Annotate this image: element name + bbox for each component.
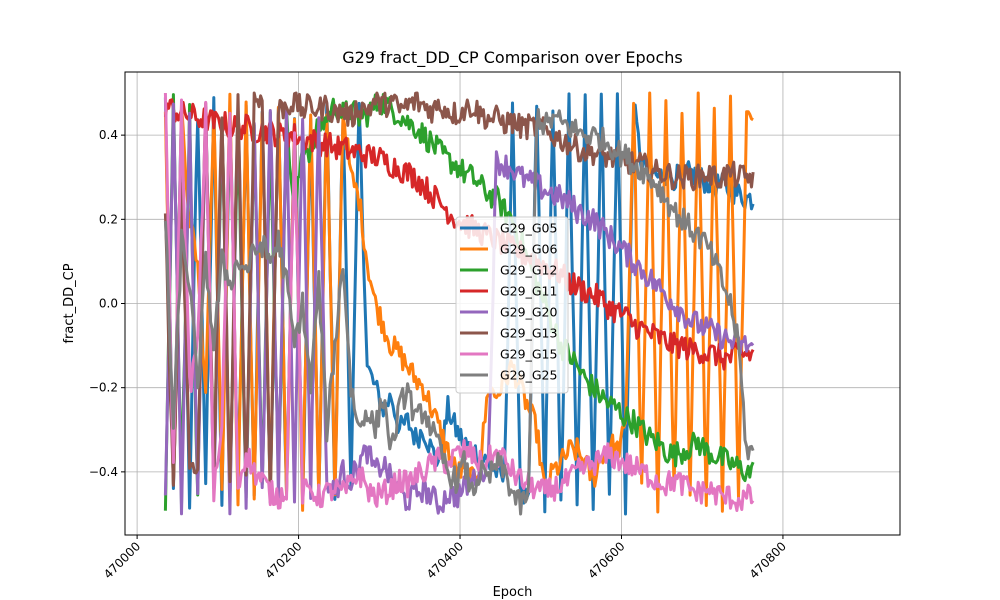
y-tick-label: −0.2	[89, 381, 118, 395]
legend-label-g29-g25: G29_G25	[500, 368, 557, 383]
y-axis-label: fract_DD_CP	[62, 263, 77, 343]
series-line-g29-g15	[163, 92, 755, 512]
legend-label-g29-g11: G29_G11	[500, 284, 557, 299]
legend: G29_G05 G29_G06 G29_G12 G29_G11 G29_G20 G29_G…	[455, 216, 569, 394]
series-line-g29-g25	[163, 108, 755, 516]
legend-label-g29-g12: G29_G12	[500, 263, 557, 278]
x-axis-label: Epoch	[493, 585, 533, 600]
series-line-g29-g13	[163, 91, 755, 489]
y-tick-label: 0.2	[99, 212, 118, 226]
legend-label-g29-g15: G29_G15	[500, 347, 557, 362]
legend-label-g29-g13: G29_G13	[500, 326, 557, 341]
legend-label-g29-g05: G29_G05	[500, 221, 557, 236]
legend-label-g29-g20: G29_G20	[500, 305, 557, 320]
y-tick-label: 0.0	[99, 297, 118, 311]
legend-box	[455, 216, 569, 394]
y-tick-label: 0.4	[99, 128, 118, 142]
y-tick-label: −0.4	[89, 465, 118, 479]
legend-label-g29-g06: G29_G06	[500, 242, 557, 257]
chart-title: G29 fract_DD_CP Comparison over Epochs	[342, 48, 682, 68]
